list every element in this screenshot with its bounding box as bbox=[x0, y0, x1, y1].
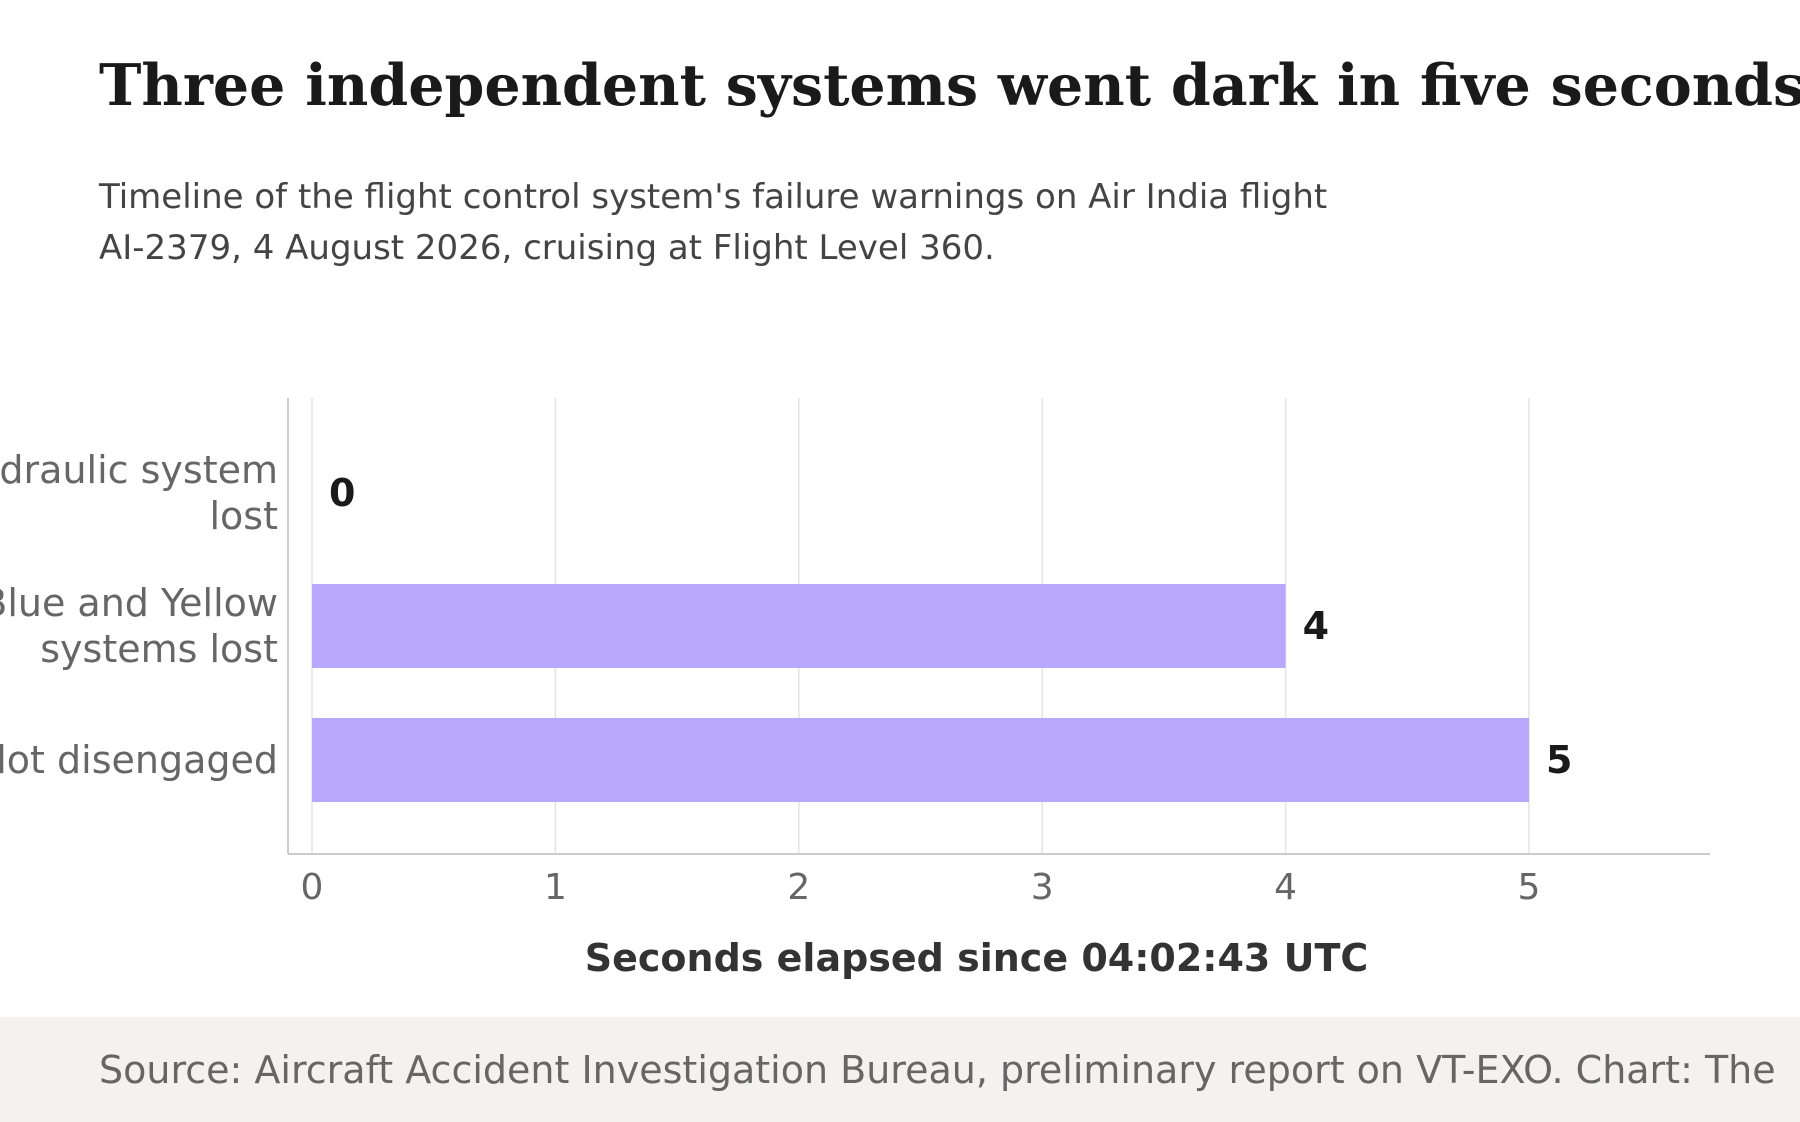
x-tick-label-0: 0 bbox=[301, 867, 324, 908]
x-tick-label-5: 5 bbox=[1518, 867, 1541, 908]
category-label-1: Blue and Yellow systems lost bbox=[0, 581, 278, 671]
category-label-2-line-0: Autopilot disengaged bbox=[0, 738, 278, 782]
x-axis-title: Seconds elapsed since 04:02:43 UTC bbox=[585, 936, 1369, 980]
category-label-1-line-1: systems lost bbox=[40, 627, 278, 671]
x-tick-label-1: 1 bbox=[544, 867, 567, 908]
footer: Source: Aircraft Accident Investigation … bbox=[0, 1017, 1800, 1122]
chart-title: Three independent systems went dark in f… bbox=[99, 52, 1800, 119]
bars bbox=[312, 584, 1529, 802]
x-tick-label-2: 2 bbox=[787, 867, 810, 908]
source-note: Source: Aircraft Accident Investigation … bbox=[99, 1048, 1776, 1092]
category-label-0-line-1: lost bbox=[209, 494, 278, 538]
x-tick-label-4: 4 bbox=[1274, 867, 1297, 908]
category-label-1-line-0: Blue and Yellow bbox=[0, 581, 278, 625]
bar-1 bbox=[312, 584, 1286, 668]
value-label-2: 5 bbox=[1546, 738, 1572, 782]
axes bbox=[287, 398, 1710, 855]
value-label-0: 0 bbox=[329, 471, 355, 515]
category-label-0-line-0: Green hydraulic system bbox=[0, 448, 278, 492]
value-label-1: 4 bbox=[1303, 604, 1329, 648]
category-label-2: Autopilot disengaged bbox=[0, 738, 278, 782]
bar-2 bbox=[312, 718, 1529, 802]
chart-subtitle: Timeline of the flight control system's … bbox=[99, 177, 1328, 268]
x-tick-label-3: 3 bbox=[1031, 867, 1054, 908]
